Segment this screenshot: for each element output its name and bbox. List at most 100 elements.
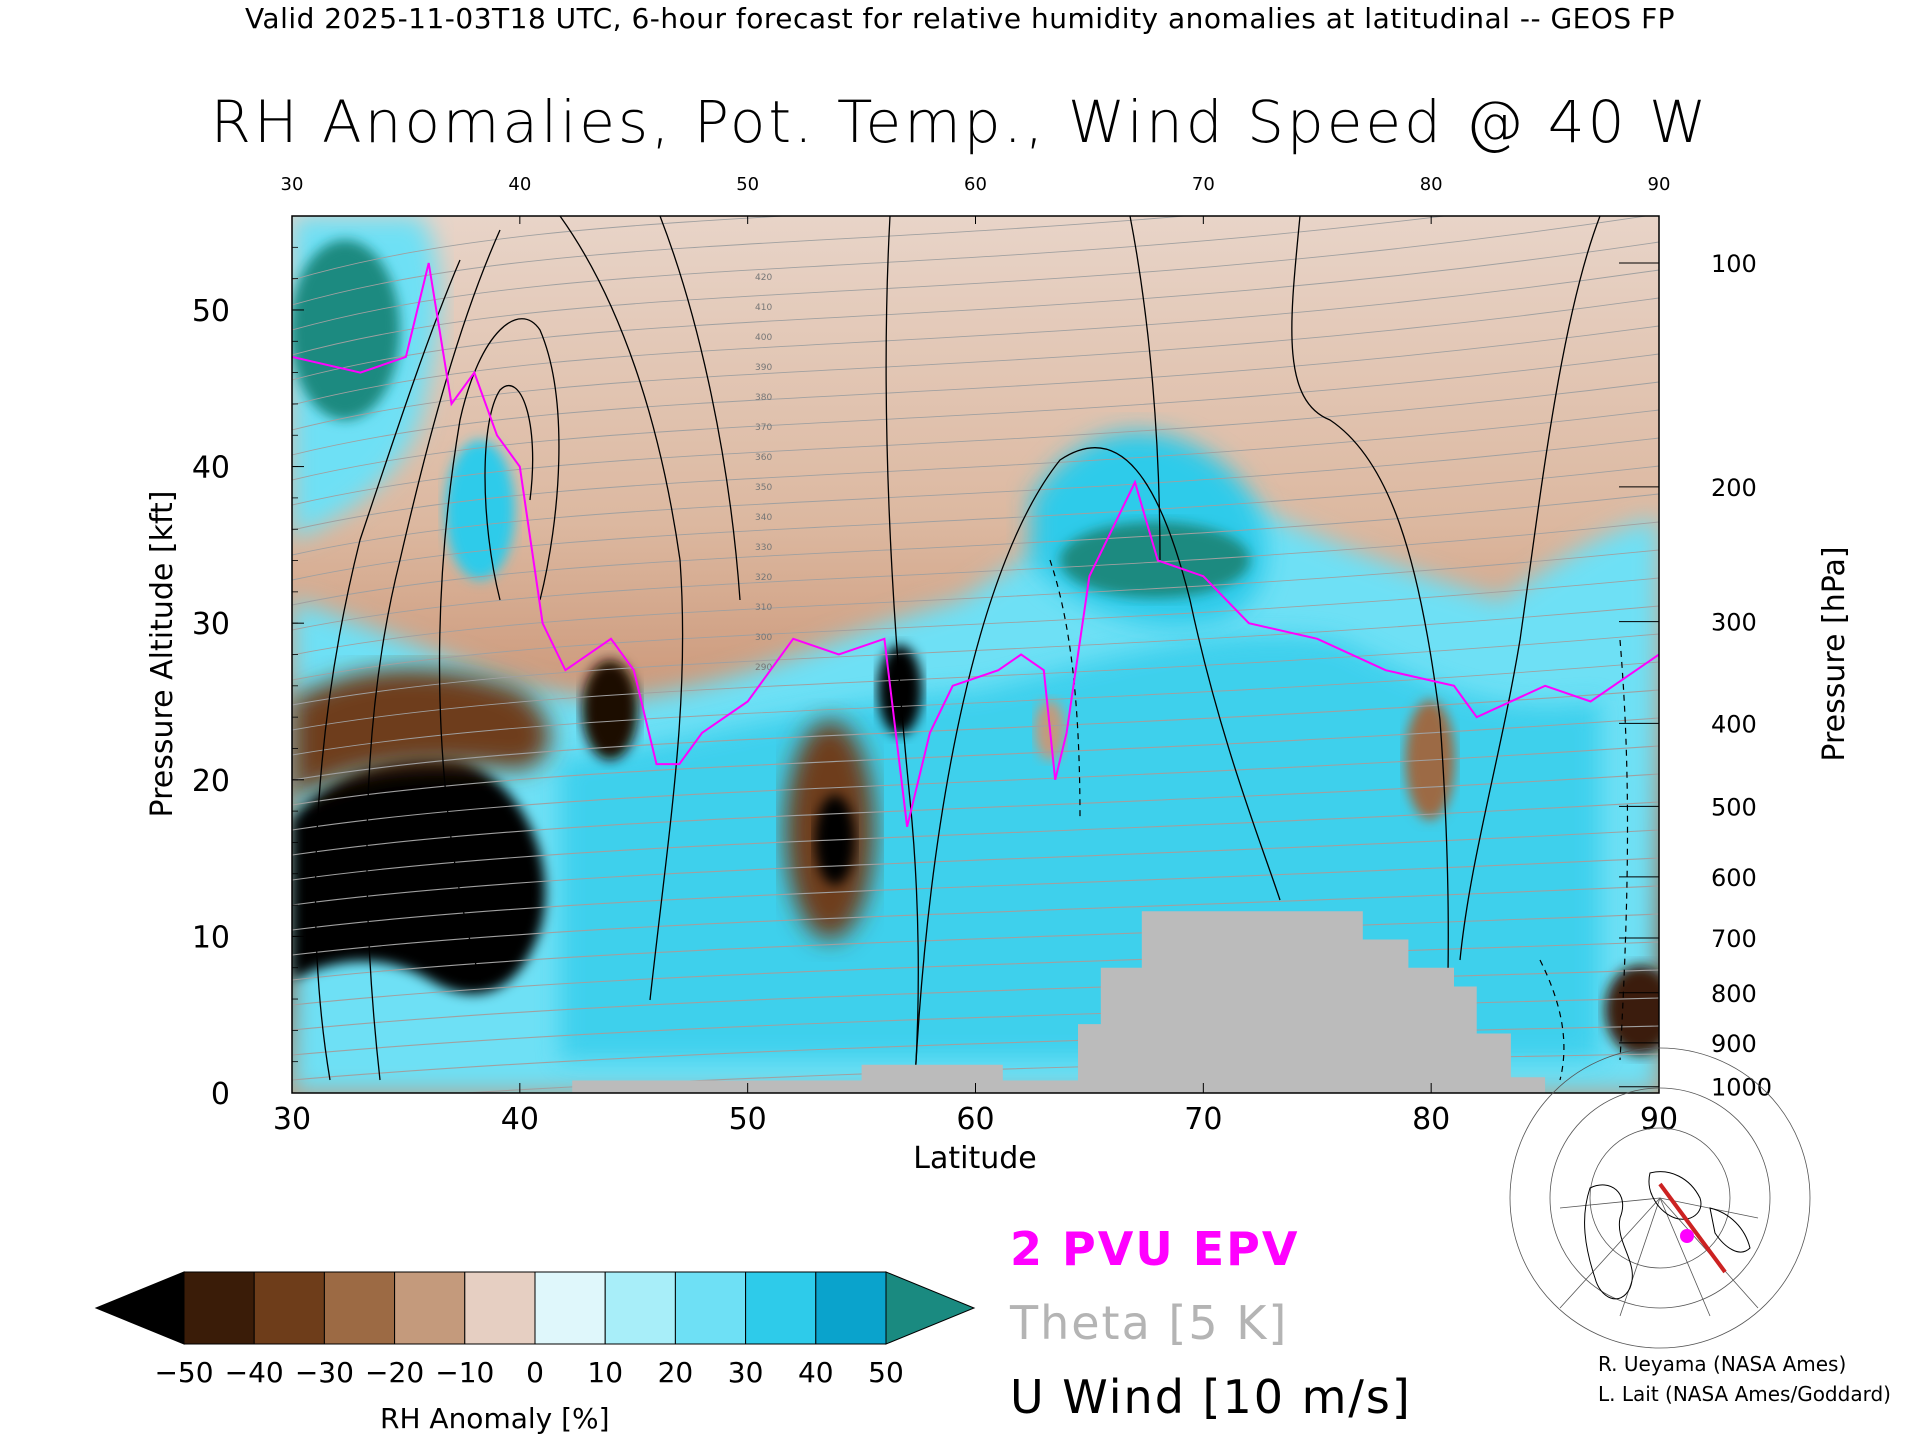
- legend-epv: 2 PVU EPV: [1010, 1222, 1300, 1276]
- colorbar-tick-label: −40: [225, 1356, 284, 1389]
- x-tick-label: 80: [1412, 1102, 1450, 1137]
- colorbar-tick-label: −50: [154, 1356, 213, 1389]
- y-tick-label: 0: [211, 1077, 230, 1112]
- theta-label: 340: [755, 513, 772, 523]
- theta-label: 380: [755, 393, 772, 403]
- colorbar-swatch: [604, 1271, 676, 1345]
- theta-contour: [292, 717, 1659, 806]
- theta-contour: [292, 437, 1659, 556]
- inset-map: [1509, 1047, 1811, 1349]
- x-tick-label: 30: [273, 1102, 311, 1137]
- theta-contour: [292, 465, 1659, 581]
- u-wind-contours: [314, 216, 1629, 1081]
- x-tick-label: 90: [1640, 1102, 1678, 1137]
- theta-label: 300: [755, 633, 772, 643]
- theta-contour: [292, 605, 1659, 706]
- pressure-tick-label: 400: [1711, 710, 1757, 738]
- pressure-tick-label: 700: [1711, 925, 1757, 953]
- colorbar-tick-label: −20: [365, 1356, 424, 1389]
- epv-2pvu-line: [292, 262, 1659, 828]
- y-tick-label: 40: [192, 451, 230, 486]
- theta-label: 360: [755, 453, 772, 463]
- valid-time-caption: Valid 2025-11-03T18 UTC, 6-hour forecast…: [244, 2, 1676, 35]
- x-axis-title: Latitude: [913, 1141, 1036, 1176]
- x-tick-label: 50: [729, 1102, 767, 1137]
- theta-contour: [292, 325, 1659, 456]
- x-top-tick-label: 30: [281, 174, 304, 195]
- colorbar-min-arrow: [94, 1271, 185, 1345]
- theta-contour: [292, 829, 1659, 906]
- colorbar-tick-label: 30: [728, 1356, 764, 1389]
- theta-label: 330: [755, 543, 772, 553]
- theta-contour: [292, 633, 1659, 731]
- theta-contour: [292, 353, 1659, 481]
- pressure-tick-label: 900: [1711, 1030, 1757, 1058]
- colorbar-tick-label: 50: [868, 1356, 904, 1389]
- x-axis-top: 30 40 50 60 70 80 90: [281, 174, 1671, 224]
- colorbar-tick-label: 0: [526, 1356, 544, 1389]
- y-tick-label: 30: [192, 607, 230, 642]
- colorbar-tick-label: 20: [658, 1356, 694, 1389]
- theta-label: 400: [755, 333, 772, 343]
- colorbar-swatch: [323, 1271, 396, 1345]
- colorbar-swatch: [534, 1271, 606, 1345]
- y-tick-label: 10: [192, 920, 230, 955]
- theta-label: 410: [755, 303, 772, 313]
- pressure-tick-label: 800: [1711, 980, 1757, 1008]
- theta-contour: [292, 857, 1659, 931]
- theta-contour: [292, 409, 1659, 531]
- theta-contour: [292, 216, 1190, 306]
- theta-contour: [292, 549, 1659, 656]
- colorbar: −50 −40 −30 −20 −10 0 10 20 30 40 50: [94, 1271, 976, 1389]
- colorbar-tick-label: −10: [435, 1356, 494, 1389]
- theta-contour: [292, 521, 1659, 631]
- legend-wind: U Wind [10 m/s]: [1010, 1370, 1412, 1424]
- theta-contour: [292, 216, 791, 281]
- colorbar-swatch: [183, 1271, 255, 1345]
- y-axis-right-title: Pressure [hPa]: [1817, 546, 1852, 761]
- x-tick-label: 40: [501, 1102, 539, 1137]
- colorbar-swatch: [674, 1271, 747, 1345]
- x-top-tick-label: 70: [1192, 174, 1215, 195]
- y-tick-label: 20: [192, 764, 230, 799]
- theta-label: 310: [755, 603, 772, 613]
- theta-contour: [292, 661, 1659, 756]
- theta-contour: [292, 241, 1659, 381]
- colorbar-swatch: [815, 1271, 887, 1345]
- colorbar-max-arrow: [885, 1271, 976, 1345]
- theta-contour: [292, 801, 1659, 881]
- x-tick-label: 70: [1184, 1102, 1222, 1137]
- x-axis-bottom: 30 40 50 60 70 80 90: [273, 1083, 1678, 1137]
- y-axis-right: 100 200 300 400 500 600 700 800 900 1000: [1619, 250, 1772, 1102]
- colorbar-tick-label: 10: [587, 1356, 623, 1389]
- theta-contour: [292, 913, 1659, 981]
- x-top-tick-label: 60: [964, 174, 987, 195]
- colorbar-swatch: [745, 1271, 817, 1345]
- theta-contour: [292, 297, 1659, 431]
- theta-contour: [292, 745, 1659, 831]
- colorbar-swatch: [394, 1271, 466, 1345]
- legend-theta: Theta [5 K]: [1010, 1296, 1289, 1350]
- theta-label: 290: [755, 663, 772, 673]
- y-axis-title: Pressure Altitude [kft]: [145, 491, 180, 818]
- theta-contour: [292, 885, 1659, 956]
- colorbar-title: RH Anomaly [%]: [380, 1402, 610, 1435]
- pressure-tick-label: 600: [1711, 864, 1757, 892]
- colorbar-swatch: [464, 1271, 536, 1345]
- theta-contour: [292, 269, 1659, 406]
- y-tick-label: 50: [192, 294, 230, 329]
- colorbar-swatch: [253, 1271, 325, 1345]
- pressure-tick-label: 300: [1711, 609, 1757, 637]
- pressure-tick-label: 1000: [1711, 1074, 1772, 1102]
- credit-line-1: R. Ueyama (NASA Ames): [1598, 1352, 1847, 1376]
- x-top-tick-label: 80: [1420, 174, 1443, 195]
- pressure-tick-label: 100: [1711, 250, 1757, 278]
- theta-label: 370: [755, 423, 772, 433]
- theta-label: 420: [755, 273, 772, 283]
- pressure-tick-label: 200: [1711, 474, 1757, 502]
- theta-contour: [292, 216, 1449, 331]
- y-axis-left: 0 10 20 30 40 50: [192, 215, 304, 1112]
- x-top-tick-label: 90: [1648, 174, 1671, 195]
- theta-contour: [292, 689, 1659, 781]
